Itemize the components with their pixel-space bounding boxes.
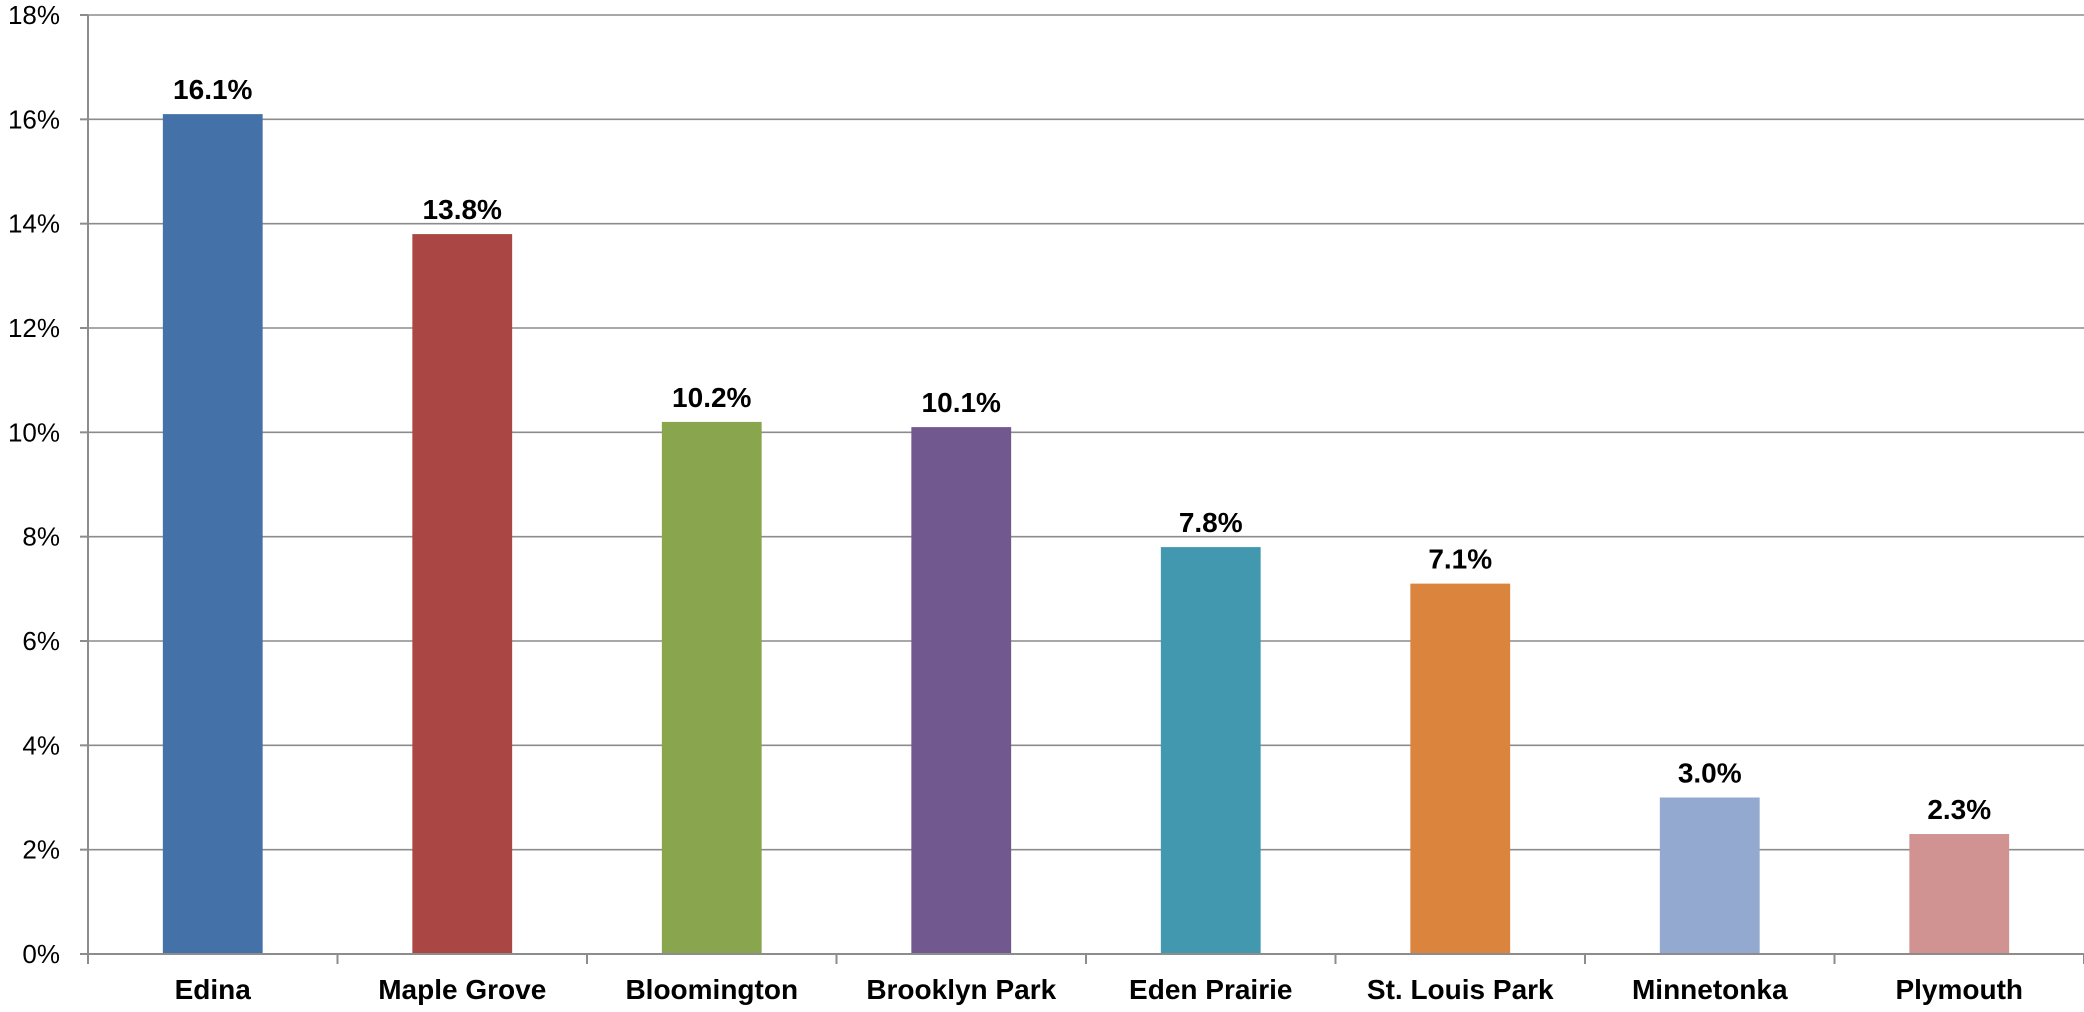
x-category-label: Bloomington — [625, 974, 798, 1005]
data-label: 7.8% — [1179, 507, 1243, 538]
bar-minnetonka — [1659, 797, 1760, 954]
y-tick-label: 8% — [22, 522, 60, 552]
y-tick-label: 12% — [8, 313, 60, 343]
y-tick-label: 10% — [8, 417, 60, 447]
x-category-label: St. Louis Park — [1367, 974, 1554, 1005]
x-category-label: Brooklyn Park — [866, 974, 1056, 1005]
labels: 0% 2% 4% 6% 8% 10% 12% 14% 16% 18% 16.1% Edina 13.8%… — [8, 0, 2023, 1005]
data-label: 10.2% — [672, 382, 751, 413]
y-tick-label: 0% — [22, 939, 60, 969]
bar-eden-prairie — [1160, 547, 1261, 954]
bar-bloomington — [661, 421, 762, 954]
bar-edina — [162, 114, 263, 954]
bar-brooklyn-park — [911, 427, 1012, 954]
y-tick-label: 2% — [22, 835, 60, 865]
x-category-label: Maple Grove — [378, 974, 546, 1005]
y-tick-label: 14% — [8, 209, 60, 239]
bar-maple-grove — [412, 234, 513, 955]
y-tick-label: 4% — [22, 730, 60, 760]
x-category-label: Minnetonka — [1632, 974, 1788, 1005]
bars — [162, 114, 2010, 955]
y-tick-label: 6% — [22, 626, 60, 656]
data-label: 3.0% — [1678, 758, 1742, 789]
data-label: 2.3% — [1927, 794, 1991, 825]
bar-plymouth — [1909, 834, 2010, 954]
data-label: 16.1% — [173, 74, 252, 105]
x-category-label: Eden Prairie — [1129, 974, 1292, 1005]
axes — [80, 14, 2084, 964]
bar-st-louis-park — [1410, 583, 1511, 954]
x-category-label: Edina — [175, 974, 252, 1005]
data-label: 10.1% — [922, 387, 1001, 418]
data-label: 7.1% — [1428, 544, 1492, 575]
y-tick-label: 16% — [8, 104, 60, 134]
gridlines — [88, 14, 2084, 851]
x-category-label: Plymouth — [1895, 974, 2023, 1005]
y-tick-label: 18% — [8, 0, 60, 30]
data-label: 13.8% — [423, 194, 502, 225]
